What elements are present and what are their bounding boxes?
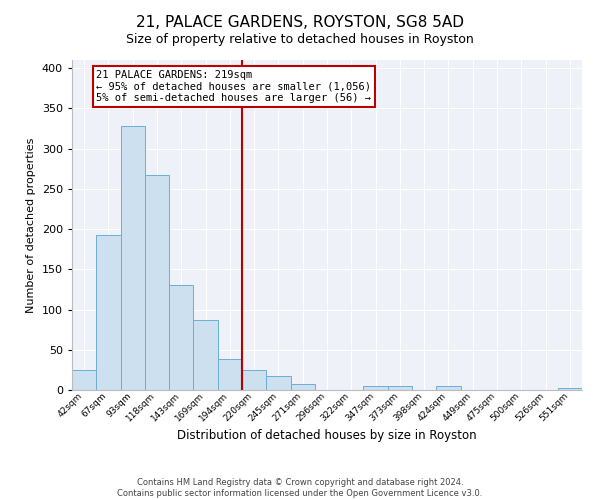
Bar	[218, 358, 242, 390]
Text: 21, PALACE GARDENS, ROYSTON, SG8 5AD: 21, PALACE GARDENS, ROYSTON, SG8 5AD	[136, 15, 464, 30]
Bar	[145, 175, 169, 390]
Bar	[266, 376, 290, 390]
Bar	[558, 388, 582, 390]
Bar	[290, 384, 315, 390]
Bar	[436, 386, 461, 390]
Text: Size of property relative to detached houses in Royston: Size of property relative to detached ho…	[126, 32, 474, 46]
Bar	[364, 386, 388, 390]
Text: 21 PALACE GARDENS: 219sqm
← 95% of detached houses are smaller (1,056)
5% of sem: 21 PALACE GARDENS: 219sqm ← 95% of detac…	[96, 70, 371, 103]
Text: Contains HM Land Registry data © Crown copyright and database right 2024.
Contai: Contains HM Land Registry data © Crown c…	[118, 478, 482, 498]
Bar	[388, 386, 412, 390]
Bar	[242, 370, 266, 390]
Bar	[96, 234, 121, 390]
Bar	[121, 126, 145, 390]
Y-axis label: Number of detached properties: Number of detached properties	[26, 138, 36, 312]
Bar	[169, 284, 193, 390]
X-axis label: Distribution of detached houses by size in Royston: Distribution of detached houses by size …	[177, 429, 477, 442]
Bar	[193, 320, 218, 390]
Bar	[72, 370, 96, 390]
